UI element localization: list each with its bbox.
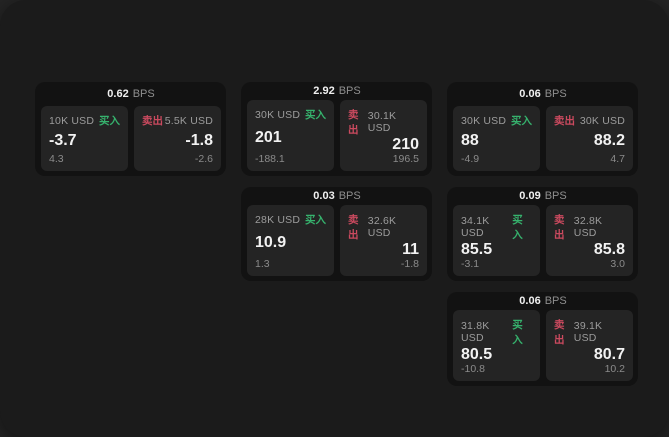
sell-price: 210: [392, 136, 419, 153]
buy-amount: 10K USD: [49, 114, 95, 127]
buy-side-label: 买入: [305, 109, 326, 121]
quote-card: 0.06 BPS 31.8K USD 买入 80.5 -10.8 卖出 39.1…: [447, 292, 638, 386]
bps-unit-label: BPS: [544, 190, 567, 202]
sell-panel[interactable]: 卖出 5.5K USD -1.8 -2.6: [134, 106, 221, 171]
buy-amount: 31.8K USD: [461, 320, 490, 344]
buy-delta: 4.3: [49, 153, 64, 165]
sell-side-label: 卖出: [554, 214, 565, 241]
sell-delta: 4.7: [610, 153, 625, 165]
sell-price: 88.2: [593, 131, 625, 149]
buy-panel[interactable]: 31.8K USD 买入 80.5 -10.8: [453, 310, 540, 381]
sell-delta: 10.2: [604, 363, 625, 375]
quote-card: 0.62 BPS 10K USD 买入 -3.7 4.3 卖出 5.5K USD…: [35, 82, 226, 176]
buy-side-label: 买入: [512, 319, 523, 346]
sell-price: 80.7: [593, 346, 625, 363]
sell-panel[interactable]: 卖出 30.1K USD 210 196.5: [340, 100, 427, 171]
bps-value: 0.06: [519, 295, 541, 307]
buy-price: 201: [255, 128, 282, 146]
sell-price: 11: [402, 241, 419, 258]
sell-price: -1.8: [185, 131, 213, 149]
buy-price: 80.5: [461, 346, 493, 363]
buy-delta: -3.1: [461, 258, 480, 270]
card-header: 0.06 BPS: [453, 82, 633, 106]
buy-panel[interactable]: 28K USD 买入 10.9 1.3: [247, 205, 334, 276]
quote-panels: 34.1K USD 买入 85.5 -3.1 卖出 32.8K USD 85.8…: [453, 205, 633, 276]
card-header: 2.92 BPS: [247, 82, 427, 100]
bps-value: 0.03: [313, 190, 335, 202]
quote-panels: 30K USD 买入 88 -4.9 卖出 30K USD 88.2 4.7: [453, 106, 633, 171]
buy-price: 85.5: [461, 241, 493, 258]
sell-price: 85.8: [593, 241, 625, 258]
buy-delta: -188.1: [255, 153, 285, 165]
bps-value: 0.62: [107, 88, 129, 100]
sell-panel[interactable]: 卖出 32.8K USD 85.8 3.0: [546, 205, 633, 276]
buy-delta: -10.8: [461, 363, 485, 375]
bps-unit-label: BPS: [544, 88, 567, 100]
quote-panels: 10K USD 买入 -3.7 4.3 卖出 5.5K USD -1.8 -2.…: [41, 106, 221, 171]
quote-panels: 30K USD 买入 201 -188.1 卖出 30.1K USD 210 1…: [247, 100, 427, 171]
sell-amount: 32.8K USD: [573, 215, 603, 239]
sell-panel[interactable]: 卖出 32.6K USD 11 -1.8: [340, 205, 427, 276]
sell-panel[interactable]: 卖出 30K USD 88.2 4.7: [546, 106, 633, 171]
bps-value: 0.06: [519, 88, 541, 100]
quote-card: 0.06 BPS 30K USD 买入 88 -4.9 卖出 30K USD 8…: [447, 82, 638, 176]
buy-amount: 30K USD: [255, 108, 301, 121]
buy-price: -3.7: [49, 131, 77, 149]
sell-side-label: 卖出: [142, 115, 163, 127]
buy-price: 10.9: [255, 233, 287, 251]
sell-amount: 30K USD: [579, 114, 625, 127]
bps-value: 2.92: [313, 85, 335, 97]
quote-panels: 28K USD 买入 10.9 1.3 卖出 32.6K USD 11 -1.8: [247, 205, 427, 276]
buy-price: 88: [461, 131, 479, 149]
buy-amount: 30K USD: [461, 114, 507, 127]
sell-side-label: 卖出: [554, 319, 565, 346]
sell-panel[interactable]: 卖出 39.1K USD 80.7 10.2: [546, 310, 633, 381]
sell-side-label: 卖出: [348, 109, 359, 136]
buy-side-label: 买入: [511, 115, 532, 127]
sell-delta: 196.5: [392, 153, 419, 165]
quote-card: 0.09 BPS 34.1K USD 买入 85.5 -3.1 卖出 32.8K…: [447, 187, 638, 281]
buy-delta: -4.9: [461, 153, 480, 165]
buy-side-label: 买入: [305, 214, 326, 226]
sell-delta: 3.0: [610, 258, 625, 270]
bps-unit-label: BPS: [338, 85, 361, 97]
quotes-grid: 0.62 BPS 10K USD 买入 -3.7 4.3 卖出 5.5K USD…: [35, 82, 638, 386]
buy-panel[interactable]: 30K USD 买入 201 -188.1: [247, 100, 334, 171]
sell-side-label: 卖出: [554, 115, 575, 127]
sell-delta: -1.8: [400, 258, 419, 270]
buy-panel[interactable]: 34.1K USD 买入 85.5 -3.1: [453, 205, 540, 276]
card-header: 0.06 BPS: [453, 292, 633, 310]
bps-unit-label: BPS: [338, 190, 361, 202]
buy-side-label: 买入: [512, 214, 523, 241]
quote-panels: 31.8K USD 买入 80.5 -10.8 卖出 39.1K USD 80.…: [453, 310, 633, 381]
sell-delta: -2.6: [194, 153, 213, 165]
sell-side-label: 卖出: [348, 214, 359, 241]
sell-amount: 30.1K USD: [367, 110, 397, 134]
sell-amount: 32.6K USD: [367, 215, 397, 239]
buy-delta: 1.3: [255, 258, 270, 270]
card-header: 0.03 BPS: [247, 187, 427, 205]
card-header: 0.09 BPS: [453, 187, 633, 205]
buy-panel[interactable]: 10K USD 买入 -3.7 4.3: [41, 106, 128, 171]
sell-amount: 5.5K USD: [164, 114, 213, 127]
buy-amount: 28K USD: [255, 213, 301, 226]
bps-value: 0.09: [519, 190, 541, 202]
quote-card: 0.03 BPS 28K USD 买入 10.9 1.3 卖出 32.6K US…: [241, 187, 432, 281]
bps-unit-label: BPS: [132, 88, 155, 100]
card-header: 0.62 BPS: [41, 82, 221, 106]
sell-amount: 39.1K USD: [573, 320, 603, 344]
quote-card: 2.92 BPS 30K USD 买入 201 -188.1 卖出 30.1K …: [241, 82, 432, 176]
bps-unit-label: BPS: [544, 295, 567, 307]
buy-panel[interactable]: 30K USD 买入 88 -4.9: [453, 106, 540, 171]
buy-side-label: 买入: [99, 115, 120, 127]
buy-amount: 34.1K USD: [461, 215, 490, 239]
